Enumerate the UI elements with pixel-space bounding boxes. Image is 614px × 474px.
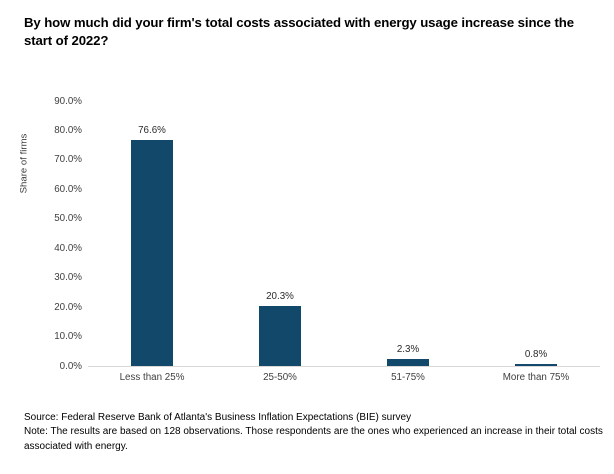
x-axis-line xyxy=(88,366,600,367)
footnote-note: Note: The results are based on 128 obser… xyxy=(24,426,603,452)
bar-group: 20.3% 25-50% xyxy=(216,0,344,400)
y-axis-tick-label: 20.0% xyxy=(54,301,82,313)
bar[interactable] xyxy=(515,363,557,366)
footnote-source: Source: Federal Reserve Bank of Atlanta'… xyxy=(24,412,412,423)
y-axis-tick-label: 0.0% xyxy=(59,360,82,372)
y-axis-tick-label: 70.0% xyxy=(54,154,82,166)
y-axis-tick-label: 10.0% xyxy=(54,331,82,343)
bar-value-label: 20.3% xyxy=(266,291,294,303)
bar[interactable] xyxy=(131,140,173,366)
bar-group: 0.8% More than 75% xyxy=(472,0,600,400)
y-axis-title: Share of firms xyxy=(18,133,30,194)
plot-region: 76.6% Less than 25% 20.3% 25-50% 2.3% 51-75% 0… xyxy=(88,0,600,400)
x-axis-category-label: Less than 25% xyxy=(119,372,185,383)
bar-value-label: 0.8% xyxy=(524,348,548,360)
y-axis-tick-label: 50.0% xyxy=(54,213,82,225)
y-axis-tick-label: 30.0% xyxy=(54,272,82,284)
bar-group: 76.6% Less than 25% xyxy=(88,0,216,400)
x-axis-category-label: More than 75% xyxy=(502,372,570,383)
y-axis-tick-label: 80.0% xyxy=(54,124,82,136)
bar-group: 2.3% 51-75% xyxy=(344,0,472,400)
y-axis-tick-label: 40.0% xyxy=(54,242,82,254)
bar-value-label: 76.6% xyxy=(138,125,166,137)
x-axis-category-label: 25-50% xyxy=(263,372,297,383)
footnotes: Source: Federal Reserve Bank of Atlanta'… xyxy=(24,411,604,454)
x-axis-category-label: 51-75% xyxy=(391,372,425,383)
page-title: By how much did your firm's total costs … xyxy=(24,15,574,48)
bar-chart: Share of firms 0.0% 10.0% 20.0% 30.0% 40.0% 5… xyxy=(18,0,600,400)
bar-value-label: 2.3% xyxy=(396,344,420,356)
y-axis-tick-label: 60.0% xyxy=(54,183,82,195)
y-axis-tick-labels: 0.0% 10.0% 20.0% 30.0% 40.0% 50.0% 60.0% 70.0% 8… xyxy=(36,0,82,400)
bar[interactable] xyxy=(259,306,301,366)
y-axis-tick-label: 90.0% xyxy=(54,95,82,107)
bar[interactable] xyxy=(387,359,429,366)
